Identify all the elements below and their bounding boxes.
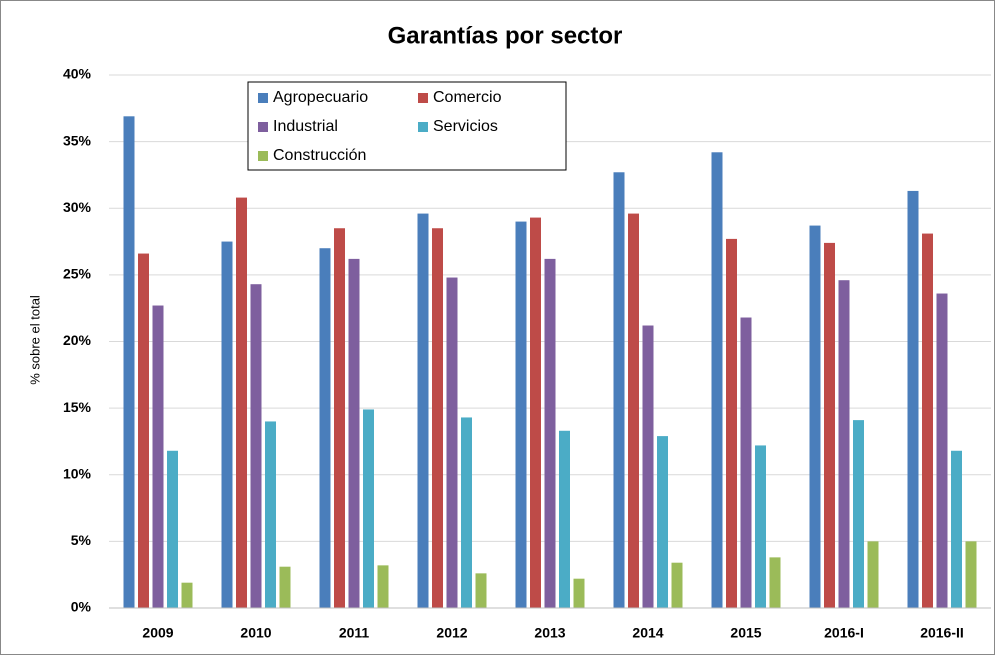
bar: [642, 325, 654, 608]
legend-swatch: [258, 151, 268, 161]
bar: [152, 305, 164, 608]
legend-box: [247, 81, 567, 171]
x-tick-label: 2010: [240, 625, 271, 641]
bar: [363, 409, 374, 608]
bar: [559, 430, 570, 608]
bar: [726, 238, 737, 608]
bar: [853, 420, 864, 608]
bar: [824, 242, 835, 608]
legend-label: Comercio: [433, 89, 502, 106]
legend-label: Industrial: [273, 118, 338, 135]
bar: [250, 284, 262, 608]
y-tick-label: 25%: [63, 266, 92, 282]
bar: [671, 562, 683, 608]
x-tick-label: 2016-I: [824, 625, 864, 641]
y-tick-label: 0%: [71, 599, 92, 615]
legend-label: Construcción: [273, 147, 366, 164]
bar: [769, 557, 781, 608]
bar: [867, 541, 879, 608]
bar: [657, 436, 668, 608]
bar: [809, 225, 821, 608]
bar: [530, 217, 541, 608]
y-tick-label: 20%: [63, 332, 92, 348]
y-tick-label: 10%: [63, 465, 92, 481]
x-tick-label: 2013: [534, 625, 565, 641]
bar: [838, 280, 850, 608]
bar: [544, 258, 556, 608]
bar: [740, 317, 752, 608]
bar: [279, 566, 291, 608]
bar: [446, 277, 458, 608]
y-tick-label: 30%: [63, 199, 92, 215]
legend-swatch: [258, 122, 268, 132]
bar: [936, 293, 948, 608]
bar: [711, 152, 723, 608]
bar: [348, 258, 360, 608]
legend-swatch: [258, 93, 268, 103]
bar: [221, 241, 233, 608]
bar: [123, 116, 135, 609]
bar: [951, 450, 962, 608]
bar: [922, 233, 933, 608]
legend-swatch: [418, 122, 428, 132]
bar: [475, 573, 487, 608]
bar: [265, 421, 276, 608]
y-axis-title: % sobre el total: [27, 295, 42, 385]
bar: [417, 213, 429, 608]
x-tick-label: 2015: [730, 625, 761, 641]
bar: [432, 228, 443, 609]
bar: [377, 565, 389, 608]
bar: [613, 172, 625, 608]
bar: [755, 445, 766, 608]
x-tick-label: 2011: [339, 625, 370, 641]
legend-label: Servicios: [433, 118, 498, 135]
chart-title: Garantías por sector: [388, 22, 623, 49]
bar: [628, 213, 639, 608]
bar: [573, 578, 585, 608]
bar: [334, 228, 345, 609]
legend-swatch: [418, 93, 428, 103]
bar: [167, 450, 178, 608]
y-tick-label: 5%: [71, 532, 92, 548]
y-tick-label: 15%: [63, 399, 92, 415]
bar: [907, 190, 919, 609]
x-tick-label: 2012: [436, 625, 467, 641]
legend-label: Agropecuario: [273, 89, 368, 106]
bar: [515, 221, 527, 608]
x-tick-label: 2014: [632, 625, 663, 641]
y-tick-label: 35%: [63, 132, 92, 148]
bar: [461, 417, 472, 608]
y-tick-label: 40%: [63, 66, 92, 82]
x-tick-label: 2009: [142, 625, 173, 641]
x-tick-label: 2016-II: [920, 625, 964, 641]
bar: [138, 253, 149, 608]
bar: [965, 541, 977, 608]
bar: [319, 248, 331, 608]
bar: [181, 582, 193, 608]
bar: [236, 197, 247, 608]
